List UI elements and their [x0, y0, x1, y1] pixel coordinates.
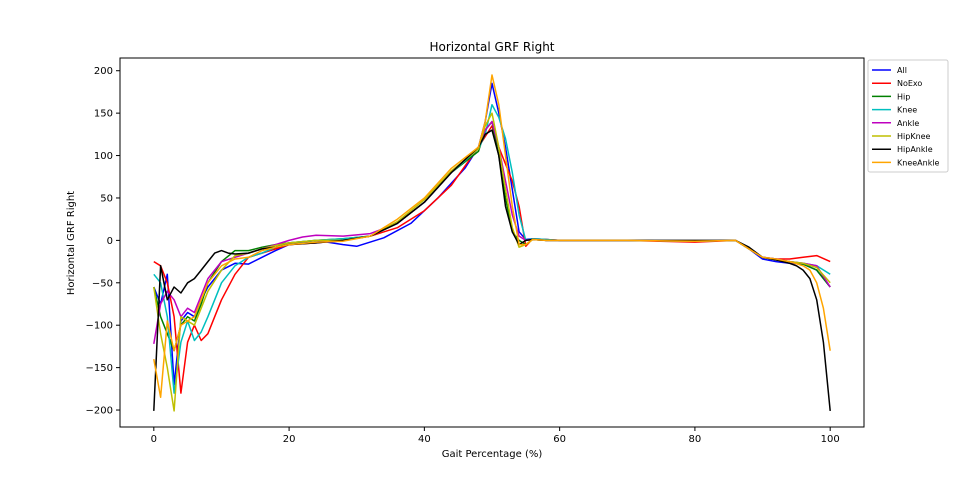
- x-tick-label: 20: [283, 434, 296, 445]
- chart-title: Horizontal GRF Right: [429, 40, 554, 54]
- series-line-kneeankle: [153, 74, 831, 399]
- y-tick-label: 50: [100, 193, 113, 204]
- legend-label-all: All: [897, 66, 907, 75]
- y-tick-label: −200: [86, 406, 113, 417]
- plot-area: [119, 57, 865, 428]
- y-tick-label: 100: [94, 151, 113, 162]
- y-tick-label: 150: [94, 109, 113, 120]
- legend-label-noexo: NoExo: [897, 79, 922, 88]
- y-tick-label: 200: [94, 66, 113, 77]
- x-axis-label: Gait Percentage (%): [442, 449, 543, 460]
- y-tick-label: −100: [86, 321, 113, 332]
- legend-label-hipknee: HipKnee: [897, 132, 931, 141]
- legend-label-ankle: Ankle: [897, 119, 919, 128]
- x-tick-label: 80: [689, 434, 702, 445]
- x-tick-label: 0: [151, 434, 157, 445]
- x-tick-label: 60: [553, 434, 566, 445]
- x-tick-label: 100: [821, 434, 840, 445]
- y-tick-label: 0: [107, 236, 113, 247]
- y-axis-label: Horizontal GRF Right: [66, 191, 77, 295]
- legend-label-kneeankle: KneeAnkle: [897, 158, 940, 167]
- x-tick-label: 40: [418, 434, 431, 445]
- legend-label-knee: Knee: [897, 106, 917, 115]
- legend-label-hipankle: HipAnkle: [897, 145, 933, 154]
- y-tick-label: −150: [86, 363, 113, 374]
- y-axis: −200 −150 −100 −50 0 50 100 150 200: [86, 66, 120, 417]
- x-axis: 0 20 40 60 80 100: [151, 427, 840, 445]
- legend-label-hip: Hip: [897, 92, 910, 101]
- series-layer: [153, 74, 831, 412]
- y-tick-label: −50: [92, 278, 113, 289]
- legend: AllNoExoHipKneeAnkleHipKneeHipAnkleKneeA…: [867, 59, 949, 173]
- legend-frame: [867, 59, 949, 173]
